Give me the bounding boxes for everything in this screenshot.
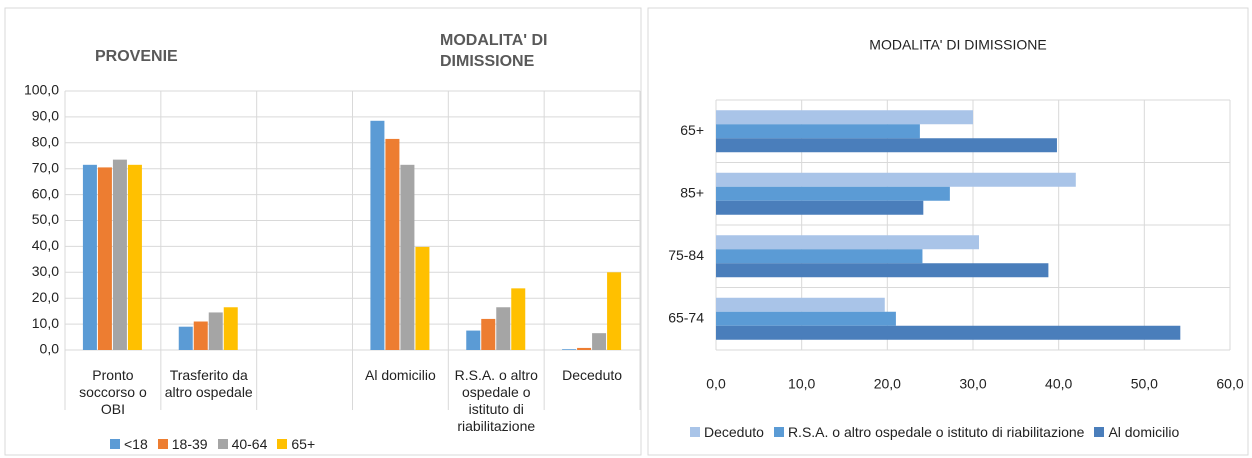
legend-item: 18-39 [157,436,208,452]
x-tick-label: 20,0 [874,376,901,392]
x-tick-label: 0,0 [706,376,726,392]
x-tick-label: 60,0 [1216,376,1243,392]
y-tick-label: 40,0 [32,237,59,253]
bar [178,326,193,350]
bar [370,120,385,350]
x-tick-label: Deceduto [562,367,623,383]
annotation: PROVENIE [95,48,178,65]
legend-label: Al domicilio [1108,424,1180,440]
legend-item: <18 [110,436,148,452]
x-tick-label: Al domicilio [365,367,436,383]
bar [716,138,1057,153]
bar [716,124,920,139]
legend: <18 18-39 40-64 65+ [110,436,315,452]
bar [716,110,973,125]
bar [385,138,400,350]
legend-item: Deceduto [690,424,764,440]
bar [716,200,924,215]
legend-swatch [217,439,228,449]
bar [400,164,415,350]
y-tick-label: 85+ [680,184,704,200]
y-tick-label: 10,0 [32,315,59,331]
bar [415,246,430,350]
bar [716,249,923,264]
annotation: MODALITA' DI DIMISSIONE [440,32,548,70]
bar [97,167,112,350]
y-tick-label: 30,0 [32,263,59,279]
y-tick-label: 0,0 [40,341,60,357]
right-frame [647,7,1249,456]
legend-item: 65+ [277,436,315,452]
x-tick-label: Pronto soccorso o OBI [79,367,147,417]
x-tick-label: R.S.A. o altro ospedale o istituto di ri… [454,367,538,434]
y-tick-label: 60,0 [32,185,59,201]
bar [716,311,896,326]
x-tick-label: Trasferito da altro ospedale [164,367,253,400]
bar [716,235,979,250]
bar [577,347,592,350]
left-frame [4,7,642,456]
bar [208,312,223,350]
y-tick-label: 65-74 [668,309,704,325]
bar [716,186,950,201]
bar [127,164,142,350]
legend-item: Al domicilio [1094,424,1179,440]
legend: Deceduto R.S.A. o altro ospedale o istitu… [690,424,1179,440]
bar [193,321,208,350]
legend-label: R.S.A. o altro ospedale o istituto di ri… [787,424,1085,440]
bar [607,272,622,350]
bar [716,263,1049,278]
bar [562,349,577,350]
bar [592,333,607,350]
bar [112,159,127,350]
bar [716,325,1181,340]
legend-label: 40-64 [231,436,268,452]
y-tick-label: 75-84 [668,247,704,263]
legend-swatch [1094,427,1105,437]
bar [223,307,238,350]
y-tick-label: 20,0 [32,289,59,305]
bar [496,307,511,350]
legend-swatch [690,427,700,437]
legend-swatch [157,439,168,449]
legend-label: 65+ [291,436,316,452]
legend-item: R.S.A. o altro ospedale o istituto di ri… [773,424,1085,440]
y-tick-label: 50,0 [32,211,59,227]
x-tick-label: 50,0 [1131,376,1158,392]
y-tick-label: 100,0 [24,82,59,98]
y-tick-label: 65+ [680,122,704,138]
x-tick-label: 40,0 [1045,376,1072,392]
y-tick-label: 70,0 [32,159,59,175]
legend-label: Deceduto [704,424,764,440]
x-tick-label: 10,0 [788,376,815,392]
legend-swatch [773,427,784,437]
legend-item: 40-64 [217,436,268,452]
legend-label: 18-39 [171,436,208,452]
bar [511,288,526,350]
x-tick-label: 30,0 [959,376,986,392]
chart-title: MODALITA' DI DIMISSIONE [869,37,1046,53]
legend-label: <18 [124,436,148,452]
legend-swatch [277,439,288,449]
bar [481,318,496,350]
bar [466,330,481,350]
bar [716,297,885,312]
legend-swatch [110,439,120,449]
bar [82,164,97,350]
y-tick-label: 80,0 [32,134,59,150]
bar [716,172,1076,187]
y-tick-label: 90,0 [32,108,59,124]
